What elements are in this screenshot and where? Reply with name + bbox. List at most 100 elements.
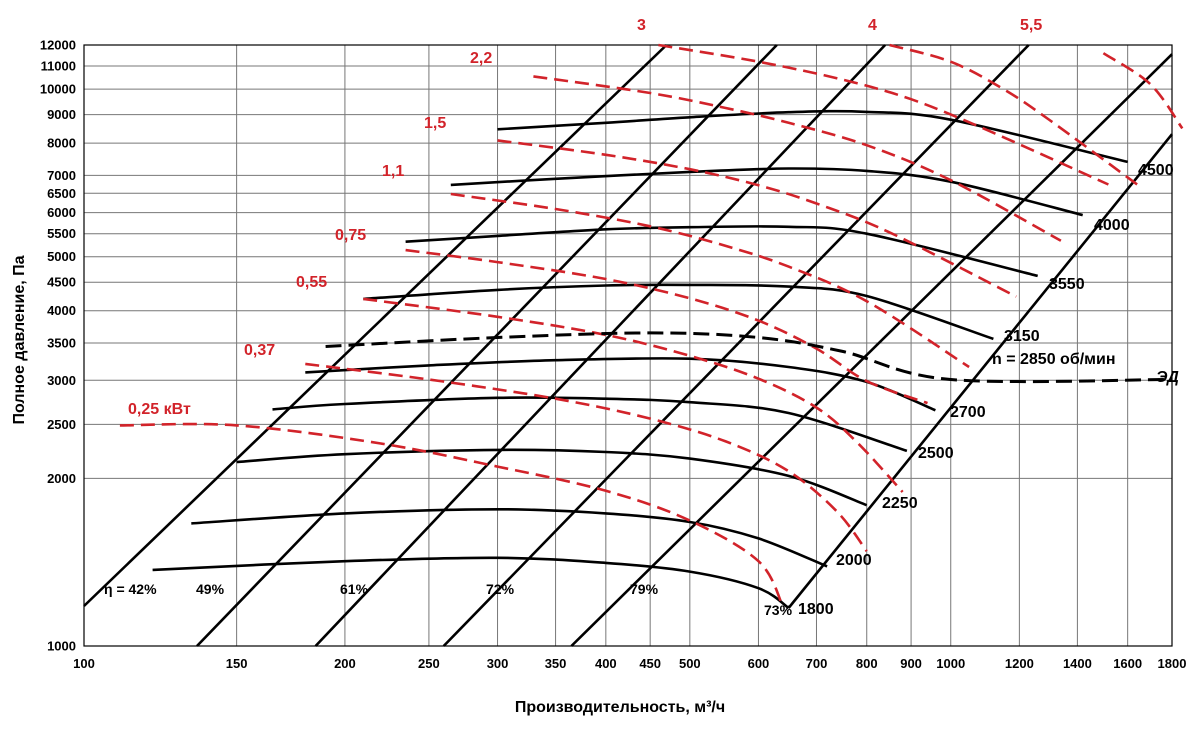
speed-label-4500: 4500 (1138, 162, 1174, 179)
speed-curve-4500 (497, 109, 1129, 164)
power-label-0-55: 0,55 (296, 274, 327, 291)
power-curve-1-5 (497, 139, 1017, 298)
power-curves (119, 43, 1184, 607)
speed-labels: 1800 2000 2250 2500 2700 3150 3550 4000 … (798, 162, 1174, 618)
speed-curve-1800 (152, 556, 790, 610)
y-tick-11000: 11000 (41, 59, 76, 74)
power-curve-4 (889, 43, 1140, 188)
efficiency-lines (83, 44, 1174, 647)
speed-label-4000: 4000 (1094, 217, 1130, 234)
power-curve-5-5 (1102, 52, 1184, 130)
efficiency-label-73: 73% (764, 602, 793, 618)
y-tick-3500: 3500 (47, 336, 76, 351)
y-tick-7000: 7000 (47, 168, 76, 183)
speed-label-2500: 2500 (918, 445, 954, 462)
y-tick-5000: 5000 (47, 249, 76, 264)
efficiency-line-42 (83, 44, 668, 607)
duty-speed-label: n = 2850 об/мин (992, 351, 1115, 368)
y-tick-1000: 1000 (47, 639, 76, 654)
efficiency-line-72 (442, 44, 1030, 647)
efficiency-label-42: η = 42% (104, 581, 157, 597)
x-tick-100: 100 (73, 656, 95, 671)
plot-border (83, 44, 1173, 647)
x-tick-1200: 1200 (1005, 656, 1034, 671)
y-tick-3000: 3000 (47, 373, 76, 388)
x-tick-400: 400 (595, 656, 617, 671)
y-tick-10000: 10000 (40, 82, 76, 97)
x-tick-450: 450 (639, 656, 661, 671)
x-tick-1400: 1400 (1063, 656, 1092, 671)
power-label-0-37: 0,37 (244, 342, 275, 359)
x-tick-600: 600 (748, 656, 770, 671)
power-label-0-25: 0,25 кВт (128, 401, 191, 418)
speed-label-2000: 2000 (836, 552, 872, 569)
efficiency-line-61 (314, 44, 887, 647)
x-tick-900: 900 (900, 656, 922, 671)
y-tick-4500: 4500 (47, 275, 76, 290)
efficiency-labels: η = 42% 49% 61% 72% 79% 73% (104, 581, 793, 618)
speed-curve-3550 (405, 225, 1039, 278)
power-label-0-75: 0,75 (335, 227, 366, 244)
x-tick-1000: 1000 (936, 656, 965, 671)
efficiency-label-72: 72% (486, 581, 515, 597)
power-curve-3 (658, 43, 1109, 186)
power-label-5-5: 5,5 (1020, 17, 1042, 34)
power-curve-1-1 (450, 192, 970, 369)
speed-label-3150: 3150 (1004, 328, 1040, 345)
x-tick-250: 250 (418, 656, 440, 671)
speed-curve-2000 (191, 507, 828, 568)
x-tick-1600: 1600 (1113, 656, 1142, 671)
y-tick-5500: 5500 (47, 226, 76, 241)
y-tick-12000: 12000 (40, 38, 76, 53)
y-tick-2000: 2000 (47, 471, 76, 486)
axis-ticks: 100 150 200 250 300 350 400 450 500 600 700 800 900 1… (40, 38, 1187, 672)
speed-curves (152, 109, 1129, 610)
efficiency-label-79: 79% (630, 581, 659, 597)
y-tick-4000: 4000 (47, 303, 76, 318)
x-tick-500: 500 (679, 656, 701, 671)
x-tick-1800: 1800 (1158, 656, 1187, 671)
speed-curve-3150 (363, 283, 994, 341)
power-curve-0-55 (363, 297, 904, 493)
efficiency-line-49 (196, 44, 778, 647)
speed-curve-2500 (272, 396, 908, 453)
x-tick-200: 200 (334, 656, 356, 671)
efficiency-line-79 (570, 53, 1173, 647)
power-curve-0-25 (119, 422, 784, 607)
efficiency-label-49: 49% (196, 581, 225, 597)
speed-label-2250: 2250 (882, 495, 918, 512)
power-curve-0-37 (305, 362, 868, 552)
y-tick-6000: 6000 (47, 205, 76, 220)
power-label-2-2: 2,2 (470, 50, 492, 67)
y-tick-9000: 9000 (47, 107, 76, 122)
y-tick-8000: 8000 (47, 136, 76, 151)
y-tick-6500: 6500 (47, 186, 76, 201)
duty-curve (325, 331, 1173, 384)
y-tick-2500: 2500 (47, 417, 76, 432)
speed-label-1800: 1800 (798, 601, 834, 618)
duty-tag-label: ЭД (1156, 369, 1179, 386)
speed-label-3550: 3550 (1049, 276, 1085, 293)
efficiency-line-73 (787, 133, 1174, 609)
x-tick-800: 800 (856, 656, 878, 671)
efficiency-label-61: 61% (340, 581, 369, 597)
power-curve-0-75 (405, 248, 928, 405)
x-tick-150: 150 (226, 656, 248, 671)
power-label-4: 4 (868, 17, 877, 34)
x-tick-700: 700 (806, 656, 828, 671)
y-axis-title: Полное давление, Па (11, 255, 28, 424)
power-curve-2-2 (533, 75, 1062, 242)
speed-curve-4000 (450, 167, 1084, 217)
x-tick-350: 350 (545, 656, 567, 671)
duty-line (325, 331, 1173, 384)
power-label-1-1: 1,1 (382, 163, 404, 180)
x-tick-300: 300 (487, 656, 509, 671)
power-label-3: 3 (637, 17, 646, 34)
speed-curve-2700 (305, 357, 936, 412)
power-labels: 0,25 кВт 0,37 0,55 0,75 1,1 1,5 2,2 3 4 … (128, 17, 1042, 418)
speed-label-2700: 2700 (950, 404, 986, 421)
power-label-1-5: 1,5 (424, 115, 446, 132)
x-axis-title: Производительность, м³/ч (515, 699, 725, 716)
speed-curve-2250 (236, 448, 868, 507)
